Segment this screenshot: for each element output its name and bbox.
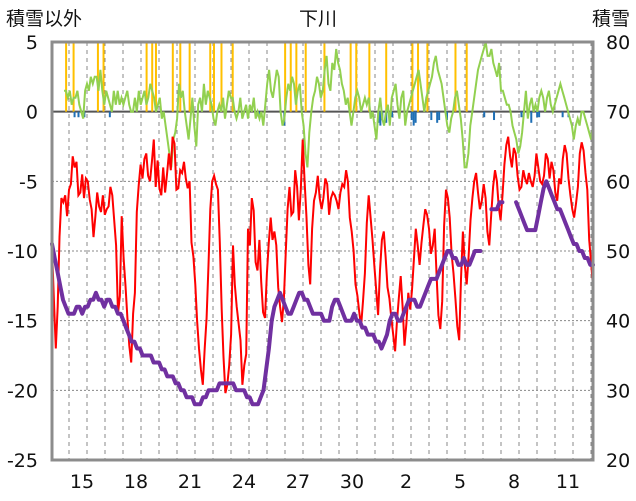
line-layer <box>50 41 595 407</box>
left-tick-label: -10 <box>7 241 38 263</box>
sunshine-bar <box>65 42 68 112</box>
precipitation-bar <box>430 111 433 121</box>
sunshine-bar <box>220 42 223 112</box>
plot-frame <box>50 40 595 462</box>
precipitation-bar <box>536 111 539 118</box>
precipitation-bar <box>483 111 486 118</box>
left-tick-label: -15 <box>7 311 38 333</box>
left-tick-label: 0 <box>26 102 38 124</box>
sunshine-bar <box>465 42 468 112</box>
sunshine-bar <box>179 42 182 112</box>
left-tick-label: -20 <box>7 380 38 402</box>
precipitation-bar <box>438 111 441 121</box>
x-tick-label: 18 <box>124 471 148 493</box>
sunshine-bar <box>289 42 292 112</box>
sunshine-bar <box>212 42 215 112</box>
sunshine-bar <box>102 42 105 112</box>
right-axis-label: 積雪 <box>592 8 630 30</box>
left-tick-label: -5 <box>19 171 38 193</box>
x-tick-label: 8 <box>508 471 520 493</box>
precipitation-bar <box>379 111 382 126</box>
x-tick-label: 27 <box>286 471 310 493</box>
temperature-line <box>51 136 594 394</box>
precipitation-bar <box>410 111 413 121</box>
precipitation-bar <box>561 111 564 118</box>
left-tick-label: -25 <box>7 450 38 472</box>
sunshine-bar <box>209 42 212 112</box>
sunshine-bar <box>355 42 358 112</box>
x-tick-label: 30 <box>340 471 364 493</box>
snow-depth-line <box>50 179 595 407</box>
precipitation-bar <box>445 111 448 121</box>
humidity-line <box>64 41 594 169</box>
sunshine-bar <box>304 42 307 112</box>
sunshine-bar <box>284 42 287 112</box>
sunshine-bar <box>188 42 191 112</box>
x-tick-label: 2 <box>400 471 412 493</box>
right-tick-label: 20 <box>606 450 630 472</box>
precipitation-bar <box>414 111 417 123</box>
right-tick-label: 70 <box>606 102 630 124</box>
left-axis-label: 積雪以外 <box>6 8 82 30</box>
x-tick-label: 11 <box>556 471 580 493</box>
precipitation-bar <box>108 111 111 118</box>
sunshine-bar <box>417 42 420 112</box>
sunshine-bar <box>385 42 388 112</box>
x-tick-label: 15 <box>70 471 94 493</box>
sunshine-bar <box>295 42 298 112</box>
sunshine-bar <box>151 42 154 112</box>
sunshine-bar <box>96 42 99 112</box>
sunshine-bar <box>454 42 457 112</box>
sunshine-bar <box>368 42 371 112</box>
precipitation-bar <box>520 111 523 118</box>
grid-layer <box>52 42 593 460</box>
right-tick-label: 30 <box>606 380 630 402</box>
precipitation-bar <box>538 111 541 118</box>
right-tick-label: 60 <box>606 171 630 193</box>
right-tick-label: 40 <box>606 311 630 333</box>
left-tick-label: 5 <box>26 32 38 54</box>
precipitation-bar <box>412 111 415 126</box>
precipitation-bar <box>77 111 80 118</box>
chart-title: 下川 <box>299 8 337 30</box>
precipitation-bar <box>530 111 533 123</box>
sunshine-bar <box>411 42 414 112</box>
sunshine-bar <box>426 42 429 112</box>
precipitation-bar <box>391 111 394 118</box>
x-tick-label: 5 <box>454 471 466 493</box>
right-tick-label: 80 <box>606 32 630 54</box>
precipitation-bar <box>493 111 496 121</box>
sunshine-bar <box>154 42 157 112</box>
precipitation-bar <box>436 111 439 123</box>
sunshine-bar <box>145 42 148 112</box>
precipitation-bar <box>73 111 76 118</box>
sunshine-bar <box>231 42 234 112</box>
x-tick-label: 24 <box>232 471 256 493</box>
sunshine-bar <box>171 42 174 112</box>
x-tick-label: 21 <box>178 471 202 493</box>
right-tick-label: 50 <box>606 241 630 263</box>
sunshine-bar <box>349 42 352 112</box>
sunshine-bar <box>72 42 75 112</box>
